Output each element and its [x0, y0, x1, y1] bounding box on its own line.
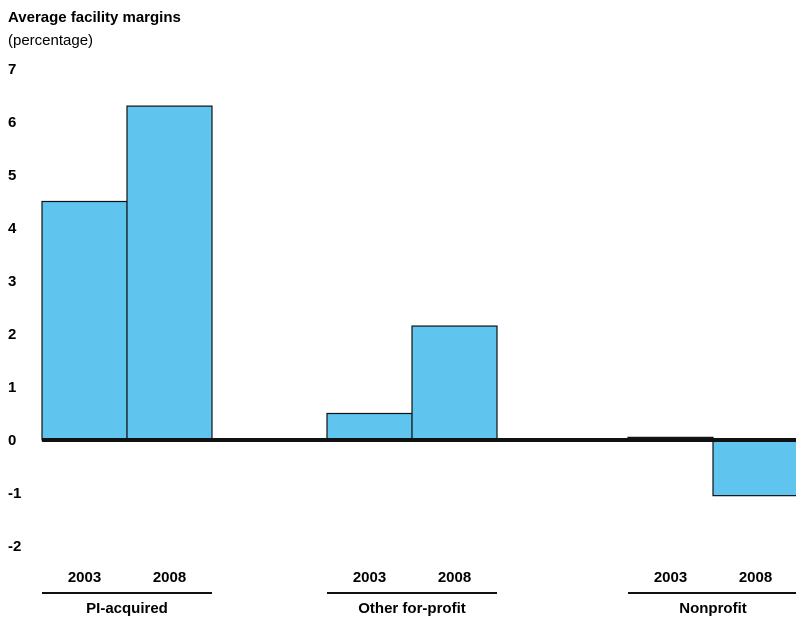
group-labels: PI-acquired Other for-profit Nonprofit — [42, 592, 796, 617]
y-tick-label: 5 — [8, 167, 16, 184]
y-axis-ticks: 7 6 5 4 3 2 1 0 -1 -2 — [8, 61, 21, 555]
chart-subtitle: (percentage) — [8, 32, 93, 49]
chart-title: Average facility margins — [8, 9, 181, 26]
y-tick-label: 6 — [8, 114, 16, 131]
y-tick-label: 2 — [8, 326, 16, 343]
y-tick-label: 1 — [8, 379, 16, 396]
category-label: 2003 — [353, 569, 386, 586]
bars — [41, 105, 796, 497]
bar-other-for-profit-2003 — [326, 412, 413, 441]
category-labels: 2003 2008 2003 2008 2003 2008 — [68, 569, 772, 586]
y-tick-label: 7 — [8, 61, 16, 78]
y-tick-label: 4 — [8, 220, 17, 237]
bar-pi-acquired-2003 — [41, 200, 128, 441]
bar-pi-acquired-2008 — [126, 105, 213, 441]
category-label: 2008 — [153, 569, 186, 586]
bar-nonprofit-2008 — [712, 439, 796, 497]
category-label: 2003 — [654, 569, 687, 586]
y-tick-label: -1 — [8, 485, 21, 502]
group-label: PI-acquired — [86, 600, 168, 617]
group-label: Nonprofit — [679, 600, 746, 617]
y-tick-label: 0 — [8, 432, 16, 449]
group-label: Other for-profit — [358, 600, 465, 617]
category-label: 2003 — [68, 569, 101, 586]
bar-other-for-profit-2008 — [411, 325, 498, 441]
y-tick-label: 3 — [8, 273, 16, 290]
y-tick-label: -2 — [8, 538, 21, 555]
category-label: 2008 — [739, 569, 772, 586]
category-label: 2008 — [438, 569, 471, 586]
